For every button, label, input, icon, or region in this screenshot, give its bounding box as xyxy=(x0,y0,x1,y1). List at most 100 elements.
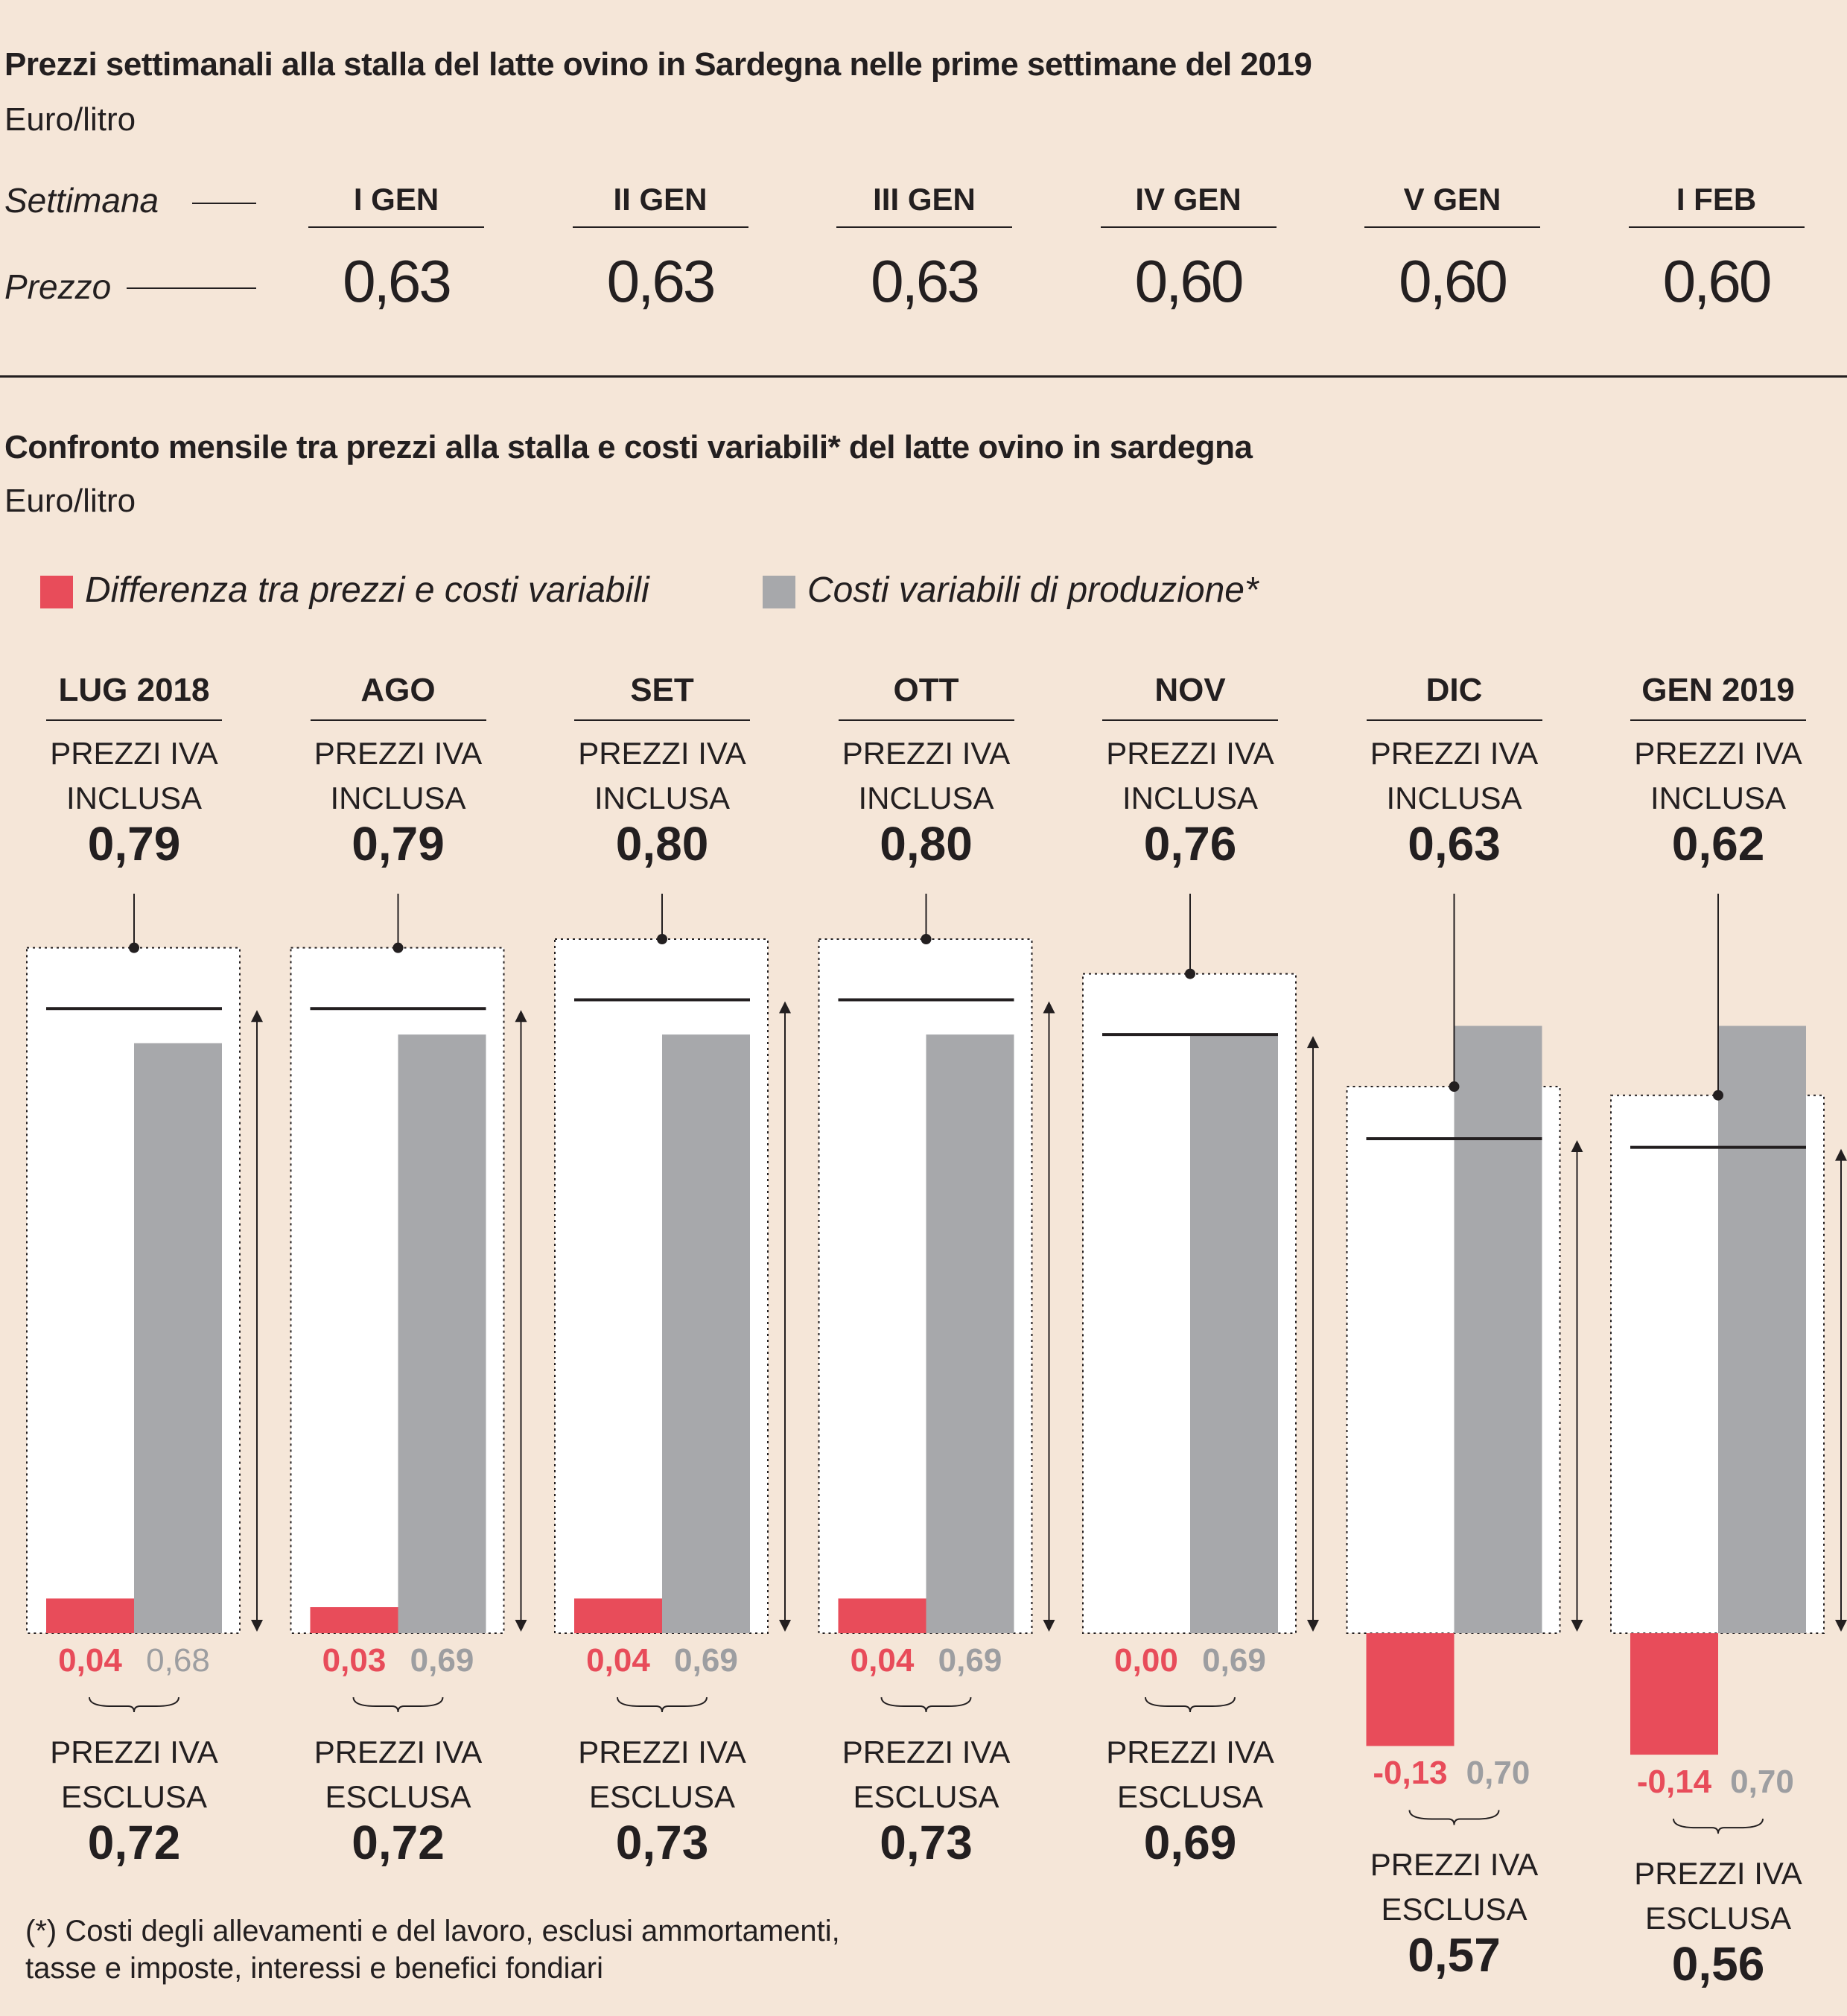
excl-caption: ESCLUSA xyxy=(60,1779,208,1814)
brace xyxy=(1145,1697,1236,1713)
incl-caption: PREZZI IVA xyxy=(1370,736,1539,771)
diff-value: 0,04 xyxy=(58,1642,122,1679)
week-price: 0,60 xyxy=(1134,248,1244,314)
price-incl-value: 0,79 xyxy=(352,817,445,871)
incl-caption: PREZZI IVA xyxy=(578,736,746,771)
monthly-unit: Euro/litro xyxy=(4,483,136,519)
brace xyxy=(1673,1818,1764,1834)
range-arrow-head-down xyxy=(1571,1620,1583,1632)
row-label-price-rule xyxy=(127,287,256,289)
cost-value: 0,69 xyxy=(938,1642,1002,1679)
month-label: LUG 2018 xyxy=(46,672,222,721)
cost-bar xyxy=(662,1034,750,1633)
excl-caption: ESCLUSA xyxy=(1116,1779,1264,1814)
leader-dot xyxy=(392,942,404,953)
range-arrow-head-up xyxy=(515,1010,527,1023)
cost-value: 0,69 xyxy=(410,1642,474,1679)
month-label: DIC xyxy=(1366,672,1542,721)
incl-caption: INCLUSA xyxy=(1122,780,1259,815)
diff-bar xyxy=(574,1598,662,1633)
excl-caption: PREZZI IVA xyxy=(1370,1847,1539,1883)
excl-caption: PREZZI IVA xyxy=(1634,1856,1802,1892)
row-label-week: Settimana xyxy=(4,181,159,220)
price-incl-value: 0,62 xyxy=(1671,817,1765,871)
legend-swatch-diff xyxy=(40,576,73,608)
legend-label-cost: Costi variabili di produzione* xyxy=(807,570,1259,610)
price-excl-value: 0,57 xyxy=(1408,1928,1501,1982)
leader-dot xyxy=(921,934,932,944)
week-price: 0,63 xyxy=(343,248,452,314)
weekly-title: Prezzi settimanali alla stalla del latte… xyxy=(4,46,1312,83)
section-divider xyxy=(0,375,1847,378)
range-arrow-head-up xyxy=(1571,1139,1583,1152)
excl-caption: PREZZI IVA xyxy=(314,1734,483,1769)
excl-caption: ESCLUSA xyxy=(1381,1892,1527,1927)
range-arrow-head-down xyxy=(515,1620,527,1632)
price-excl-value: 0,73 xyxy=(880,1816,973,1869)
price-excl-value: 0,72 xyxy=(87,1816,181,1869)
incl-caption: PREZZI IVA xyxy=(1634,736,1802,771)
diff-value: 0,04 xyxy=(586,1642,650,1679)
legend-swatch-cost xyxy=(763,576,795,608)
excl-caption: ESCLUSA xyxy=(1644,1901,1792,1936)
cost-value: 0,69 xyxy=(674,1642,738,1679)
excl-caption: ESCLUSA xyxy=(588,1779,736,1814)
price-excl-value: 0,72 xyxy=(352,1816,445,1869)
brace xyxy=(880,1697,972,1713)
excl-caption: PREZZI IVA xyxy=(50,1734,218,1769)
excl-caption: ESCLUSA xyxy=(325,1779,471,1814)
incl-caption: INCLUSA xyxy=(1650,780,1787,815)
range-arrow-head-up xyxy=(1043,1001,1055,1014)
footnote-line-2: tasse e imposte, interessi e benefici fo… xyxy=(25,1952,603,1985)
range-arrow-head-down xyxy=(779,1620,791,1632)
cost-bar xyxy=(134,1043,222,1633)
incl-caption: PREZZI IVA xyxy=(1106,736,1274,771)
brace xyxy=(89,1697,179,1713)
leader-dot xyxy=(657,934,667,944)
diff-bar xyxy=(46,1598,134,1633)
row-label-week-rule xyxy=(192,203,256,204)
diff-value: -0,14 xyxy=(1636,1764,1712,1801)
diff-value: -0,13 xyxy=(1373,1755,1448,1792)
leader-dot xyxy=(1185,968,1195,979)
incl-caption: PREZZI IVA xyxy=(842,736,1011,771)
incl-caption: INCLUSA xyxy=(330,780,466,815)
excl-caption: PREZZI IVA xyxy=(842,1734,1011,1769)
month-label: SET xyxy=(574,672,750,721)
excl-caption: PREZZI IVA xyxy=(578,1734,746,1769)
range-arrow-head-up xyxy=(1307,1036,1319,1049)
cost-value: 0,69 xyxy=(1202,1642,1266,1679)
price-incl-value: 0,80 xyxy=(880,817,973,871)
incl-caption: INCLUSA xyxy=(594,780,731,815)
monthly-title: Confronto mensile tra prezzi alla stalla… xyxy=(4,429,1253,465)
month-label: AGO xyxy=(310,672,486,721)
week-label: II GEN xyxy=(572,182,748,228)
incl-caption: PREZZI IVA xyxy=(314,736,483,771)
cost-value: 0,68 xyxy=(146,1642,210,1679)
week-label: I FEB xyxy=(1628,182,1805,228)
diff-bar xyxy=(310,1607,398,1633)
cost-bar xyxy=(1718,1026,1806,1633)
week-price: 0,60 xyxy=(1399,248,1508,314)
range-arrow-head-down xyxy=(1835,1620,1847,1632)
incl-caption: PREZZI IVA xyxy=(50,736,218,771)
cost-bar xyxy=(926,1034,1014,1633)
week-label: IV GEN xyxy=(1100,182,1277,228)
week-label: III GEN xyxy=(836,182,1012,228)
range-arrow-head-up xyxy=(779,1001,791,1014)
month-label: GEN 2019 xyxy=(1630,672,1806,721)
price-excl-value: 0,73 xyxy=(615,1816,709,1869)
price-excl-value: 0,69 xyxy=(1143,1816,1237,1869)
row-label-price: Prezzo xyxy=(4,267,112,306)
month-label: NOV xyxy=(1102,672,1278,721)
leader-dot xyxy=(1449,1081,1460,1093)
leader-dot xyxy=(129,942,139,953)
incl-caption: INCLUSA xyxy=(1386,780,1522,815)
price-excl-value: 0,56 xyxy=(1671,1937,1765,1991)
week-price: 0,63 xyxy=(871,248,980,314)
excl-caption: PREZZI IVA xyxy=(1106,1734,1274,1769)
price-incl-value: 0,63 xyxy=(1408,817,1501,871)
range-arrow-head-up xyxy=(251,1010,263,1023)
diff-bar xyxy=(1366,1633,1455,1746)
